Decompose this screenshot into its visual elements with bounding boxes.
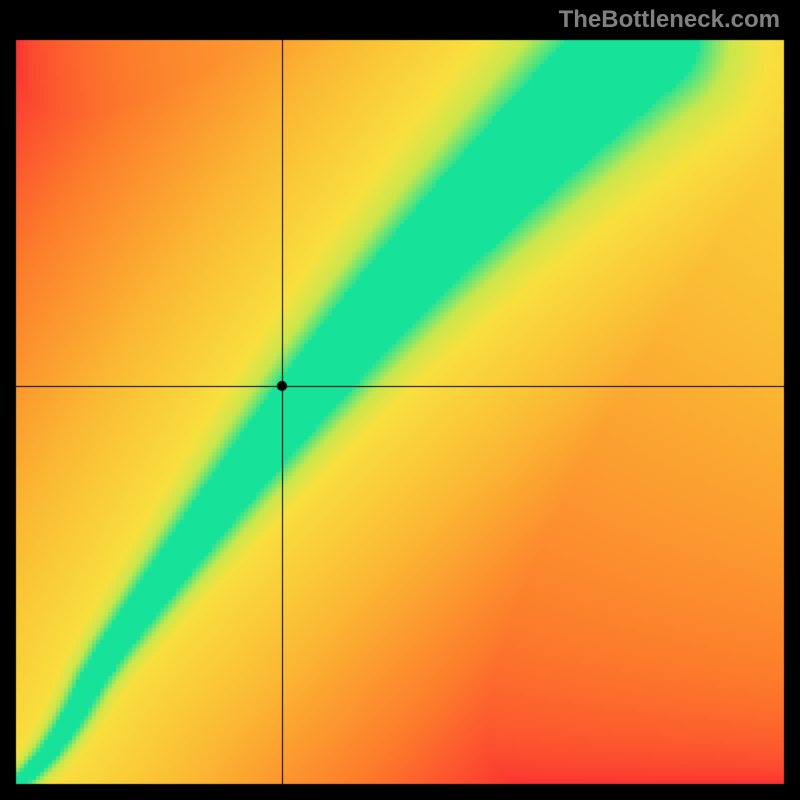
chart-container: TheBottleneck.com: [0, 0, 800, 800]
heatmap-canvas: [0, 0, 800, 800]
watermark-text: TheBottleneck.com: [559, 6, 780, 34]
